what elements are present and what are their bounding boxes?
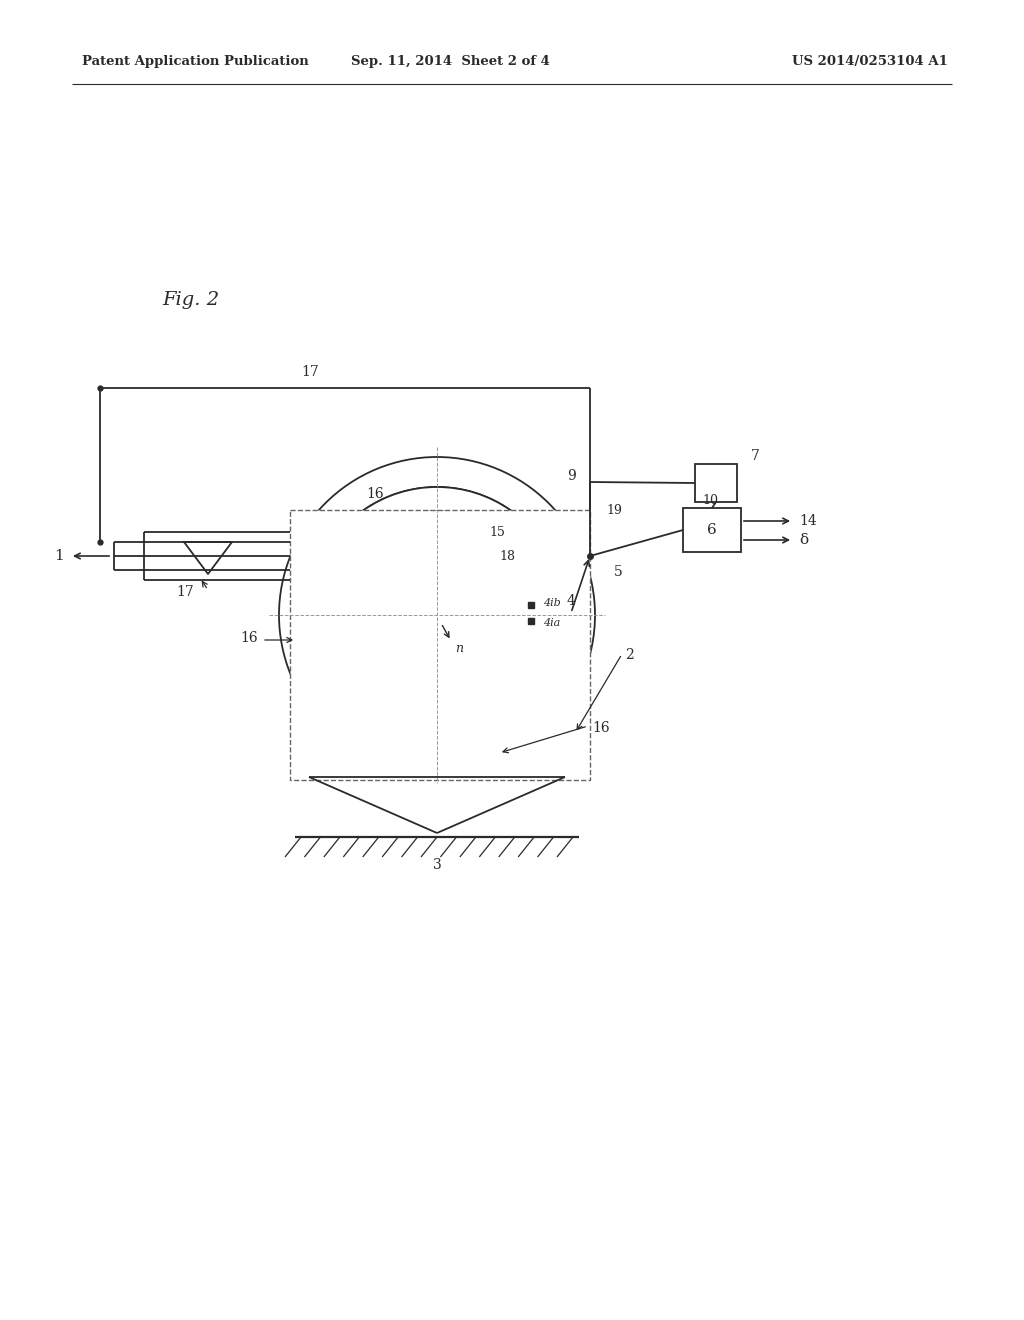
Text: 16: 16 [241, 631, 258, 645]
Text: 18: 18 [499, 549, 515, 562]
Text: US 2014/0253104 A1: US 2014/0253104 A1 [792, 55, 948, 69]
Circle shape [409, 587, 465, 643]
Wedge shape [364, 700, 510, 743]
Text: 4ia: 4ia [543, 618, 560, 628]
Bar [290, 510, 590, 780]
Bar [382, 578, 428, 591]
Bar [382, 638, 428, 652]
Text: Patent Application Publication: Patent Application Publication [82, 55, 309, 69]
Text: 3: 3 [432, 858, 441, 873]
Text: 1: 1 [54, 549, 63, 564]
Bar [695, 465, 737, 502]
Bar [683, 508, 741, 552]
Text: 16: 16 [592, 721, 609, 735]
Text: 17: 17 [176, 585, 194, 599]
Text: Fig. 2: Fig. 2 [162, 290, 219, 309]
Text: 6: 6 [708, 523, 717, 537]
Text: 5: 5 [613, 565, 623, 579]
Text: 19: 19 [606, 504, 622, 517]
Bar [379, 585, 406, 645]
Text: 17: 17 [301, 366, 318, 379]
Text: 4: 4 [567, 594, 575, 609]
Text: 10: 10 [702, 495, 718, 507]
Text: 16: 16 [367, 487, 384, 502]
Text: 4ib: 4ib [543, 598, 561, 609]
Text: 9: 9 [567, 469, 575, 483]
Text: 14: 14 [799, 513, 817, 528]
Text: Sep. 11, 2014  Sheet 2 of 4: Sep. 11, 2014 Sheet 2 of 4 [350, 55, 550, 69]
Bar [459, 578, 505, 591]
Text: 2: 2 [625, 648, 634, 663]
Text: n: n [455, 643, 463, 656]
Bar [459, 638, 505, 652]
Bar [469, 585, 495, 645]
Text: δ: δ [799, 533, 808, 546]
Wedge shape [364, 487, 510, 529]
Text: 15: 15 [489, 525, 505, 539]
Text: 7: 7 [751, 449, 760, 463]
